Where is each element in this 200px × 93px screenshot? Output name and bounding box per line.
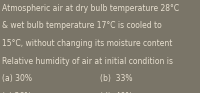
- Text: (b)  33%: (b) 33%: [100, 74, 132, 83]
- Text: Relative humidity of air at initial condition is: Relative humidity of air at initial cond…: [2, 57, 173, 66]
- Text: Atmospheric air at dry bulb temperature 28°C: Atmospheric air at dry bulb temperature …: [2, 4, 179, 13]
- Text: (a) 30%: (a) 30%: [2, 74, 32, 83]
- Text: 15°C, without changing its moisture content: 15°C, without changing its moisture cont…: [2, 39, 172, 48]
- Text: (d)  40%: (d) 40%: [100, 92, 132, 93]
- Text: (c) 36%: (c) 36%: [2, 92, 31, 93]
- Text: & wet bulb temperature 17°C is cooled to: & wet bulb temperature 17°C is cooled to: [2, 21, 162, 30]
